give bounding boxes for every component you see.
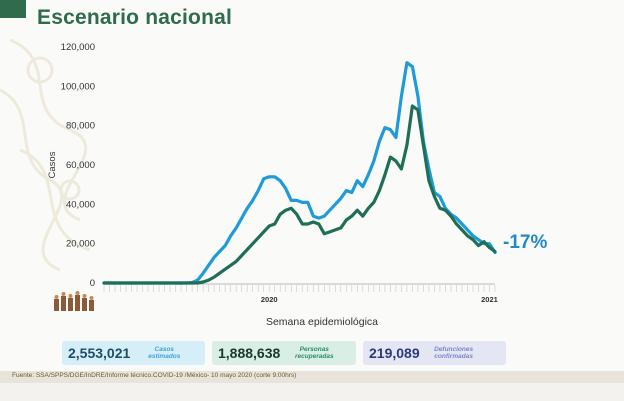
y-tick-label: 120,000 xyxy=(61,42,95,53)
header-accent-bar xyxy=(0,0,26,18)
series-line-estimated xyxy=(102,61,497,285)
y-tick-label: 60,000 xyxy=(66,160,95,171)
recovered-value: 1,888,638 xyxy=(218,345,281,361)
x-axis-title: Semana epidemiológica xyxy=(265,316,379,328)
y-tick-label: 100,000 xyxy=(61,81,95,92)
change-percentage: -17% xyxy=(503,232,548,253)
bottom-bar xyxy=(0,383,624,401)
estimated-cases-label: Casos estimados xyxy=(148,345,181,361)
y-tick-label: 0 xyxy=(90,278,95,289)
estimated-cases-card: 2,553,021 Casos estimados xyxy=(62,341,205,365)
recovered-card: 1,888,638 Personas recuperadas xyxy=(212,341,356,365)
year-label: 2021 xyxy=(481,295,498,304)
series-line-confirmed xyxy=(102,104,497,285)
source-text: Fuente: SSA/SPPS/DGE/InDRE/Informe técni… xyxy=(12,372,297,379)
y-axis-title: Casos xyxy=(47,151,58,178)
source-footer: Fuente: SSA/SPPS/DGE/InDRE/Informe técni… xyxy=(0,371,624,383)
year-label: 2020 xyxy=(261,295,278,304)
background-ornament-icon xyxy=(0,38,91,272)
page-title: Escenario nacional xyxy=(37,6,233,29)
deaths-label: Defunciones confirmadas xyxy=(434,345,474,361)
government-logo-icon xyxy=(54,291,94,311)
cases-line-chart: 0 20,000 40,000 60,000 80,000 100,000 120,000 C… xyxy=(47,42,498,304)
deaths-card: 219,089 Defunciones confirmadas xyxy=(363,341,506,365)
estimated-cases-value: 2,553,021 xyxy=(68,345,131,361)
y-tick-label: 80,000 xyxy=(66,121,95,132)
y-tick-label: 20,000 xyxy=(66,239,95,250)
recovered-label: Personas recuperadas xyxy=(294,345,334,361)
deaths-value: 219,089 xyxy=(369,345,420,361)
y-tick-label: 40,000 xyxy=(66,199,95,210)
